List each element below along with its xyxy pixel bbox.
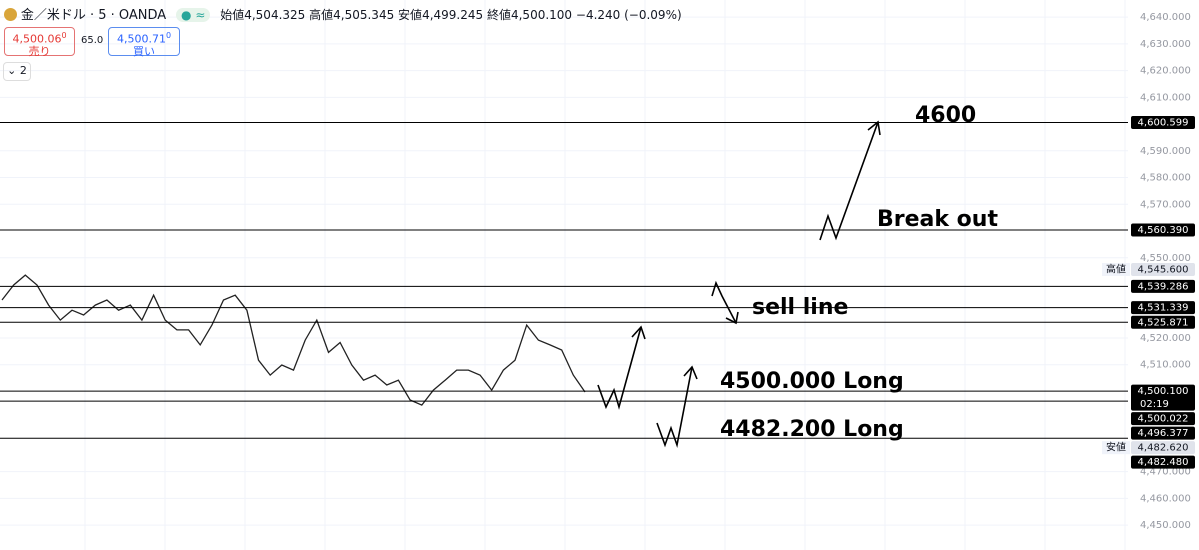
annotation: 4600 <box>915 103 976 128</box>
price-label-text: 4,600.599 <box>1138 117 1189 128</box>
arrow-head <box>683 365 698 380</box>
price-tag: 高値 <box>1106 263 1126 276</box>
header: 金／米ドル · 5 · OANDA ● ≈ 始値4,504.325 高値4,50… <box>4 4 682 23</box>
high-label: 高値 <box>309 8 334 22</box>
open-value: 4,504.325 <box>244 8 306 22</box>
price-tag: 安値 <box>1106 441 1126 454</box>
price-label-text: 4,496.377 <box>1138 428 1189 439</box>
price-label-text: 4,482.480 <box>1138 457 1189 468</box>
y-tick-label: 4,510.000 <box>1140 360 1191 371</box>
price-label: 4,545.600 高値 <box>1102 263 1195 277</box>
y-tick-label: 4,450.000 <box>1140 520 1191 531</box>
indicator-count: 2 <box>19 64 27 77</box>
annotation: 4482.200 Long <box>720 417 904 442</box>
drawings <box>597 120 881 449</box>
price-label-text: 4,545.600 <box>1138 265 1189 276</box>
y-tick-label: 4,630.000 <box>1140 39 1191 50</box>
price-label-text: 4,500.022 <box>1138 414 1189 425</box>
price-label: 4,482.620 安値 <box>1102 441 1195 455</box>
sell-button[interactable]: 4,500.060 売り <box>4 27 75 58</box>
y-tick-label: 4,620.000 <box>1140 66 1191 77</box>
buy-button[interactable]: 4,500.710 買い <box>108 27 180 58</box>
price-label-box <box>1131 412 1195 426</box>
price-tag-box <box>1102 441 1130 455</box>
price-label-box <box>1131 455 1195 469</box>
price-label-text: 4,525.871 <box>1138 317 1189 328</box>
price-label-box <box>1131 315 1195 329</box>
y-tick-label: 4,580.000 <box>1140 173 1191 184</box>
price-label: 4,500.022 <box>1131 412 1195 426</box>
y-tick-label: 4,570.000 <box>1140 199 1191 210</box>
sell-label: 売り <box>28 44 51 58</box>
annotation: sell line <box>752 295 848 320</box>
price-label: 4,496.377 <box>1131 426 1195 440</box>
arrow <box>819 121 879 241</box>
price-label: 4,531.339 <box>1131 301 1195 315</box>
high-value: 4,505.345 <box>333 8 395 22</box>
price-label: 4,500.100 02:19 <box>1131 384 1195 411</box>
symbol-icon <box>4 8 17 21</box>
arrow <box>711 280 737 324</box>
indicator-toggle[interactable]: ⌄ 2 <box>3 62 31 81</box>
symbol[interactable]: 金／米ドル · 5 · OANDA <box>20 8 167 23</box>
price-label-box <box>1131 441 1195 455</box>
y-tick-label: 4,550.000 <box>1140 253 1191 264</box>
annotation: 4500.000 Long <box>720 369 904 394</box>
y-tick-label: 4,460.000 <box>1140 493 1191 504</box>
price-line <box>1 274 586 406</box>
sell-sup: 0 <box>61 31 67 40</box>
price-label: 4,560.390 <box>1131 223 1195 237</box>
buy-price: 4,500.71 <box>116 32 166 46</box>
change: −4.240 (−0.09%) <box>575 8 682 22</box>
price-label-text: 4,531.339 <box>1138 303 1189 314</box>
arrow <box>656 366 693 449</box>
price-label-text: 4,482.620 <box>1138 443 1189 454</box>
y-tick-label: 4,520.000 <box>1140 333 1191 344</box>
price-label: 4,482.480 <box>1131 455 1195 469</box>
arrow-head <box>725 311 739 325</box>
arrow-head <box>631 325 646 340</box>
close-label: 終値 <box>486 8 511 22</box>
y-tick-label: 4,640.000 <box>1140 12 1191 23</box>
price-label: 4,525.871 <box>1131 315 1195 329</box>
price-label: 4,600.599 <box>1131 115 1195 129</box>
price-label-box <box>1131 301 1195 315</box>
low-label: 安値 <box>398 8 423 22</box>
price-label-box <box>1131 115 1195 129</box>
price-label: 4,539.286 <box>1131 279 1195 293</box>
open-label: 始値 <box>220 8 245 22</box>
sell-price: 4,500.06 <box>12 32 62 46</box>
price-tag-box <box>1102 263 1130 277</box>
spread: 65.0 <box>81 35 104 46</box>
price-label-text: 4,500.100 <box>1138 386 1189 397</box>
price-label-box <box>1131 223 1195 237</box>
arrow-head <box>867 120 881 136</box>
y-tick-label: 4,610.000 <box>1140 92 1191 103</box>
buy-sup: 0 <box>165 31 172 40</box>
y-tick-label: 4,470.000 <box>1140 467 1191 478</box>
price-label-text: 4,560.390 <box>1138 225 1189 236</box>
price-label-box <box>1131 263 1195 277</box>
annotation: Break out <box>877 207 998 232</box>
buy-label: 買い <box>133 44 155 58</box>
price-label-box <box>1131 384 1195 411</box>
price-label-box <box>1131 426 1195 440</box>
status: ● ≈ <box>176 8 211 22</box>
price-label-box <box>1131 279 1195 293</box>
close-value: 4,500.100 <box>510 8 573 22</box>
price-label-text: 4,539.286 <box>1138 281 1189 292</box>
low-value: 4,499.245 <box>422 8 484 22</box>
arrow <box>597 326 642 410</box>
countdown: 02:19 <box>1140 399 1169 410</box>
y-tick-label: 4,590.000 <box>1140 146 1191 157</box>
